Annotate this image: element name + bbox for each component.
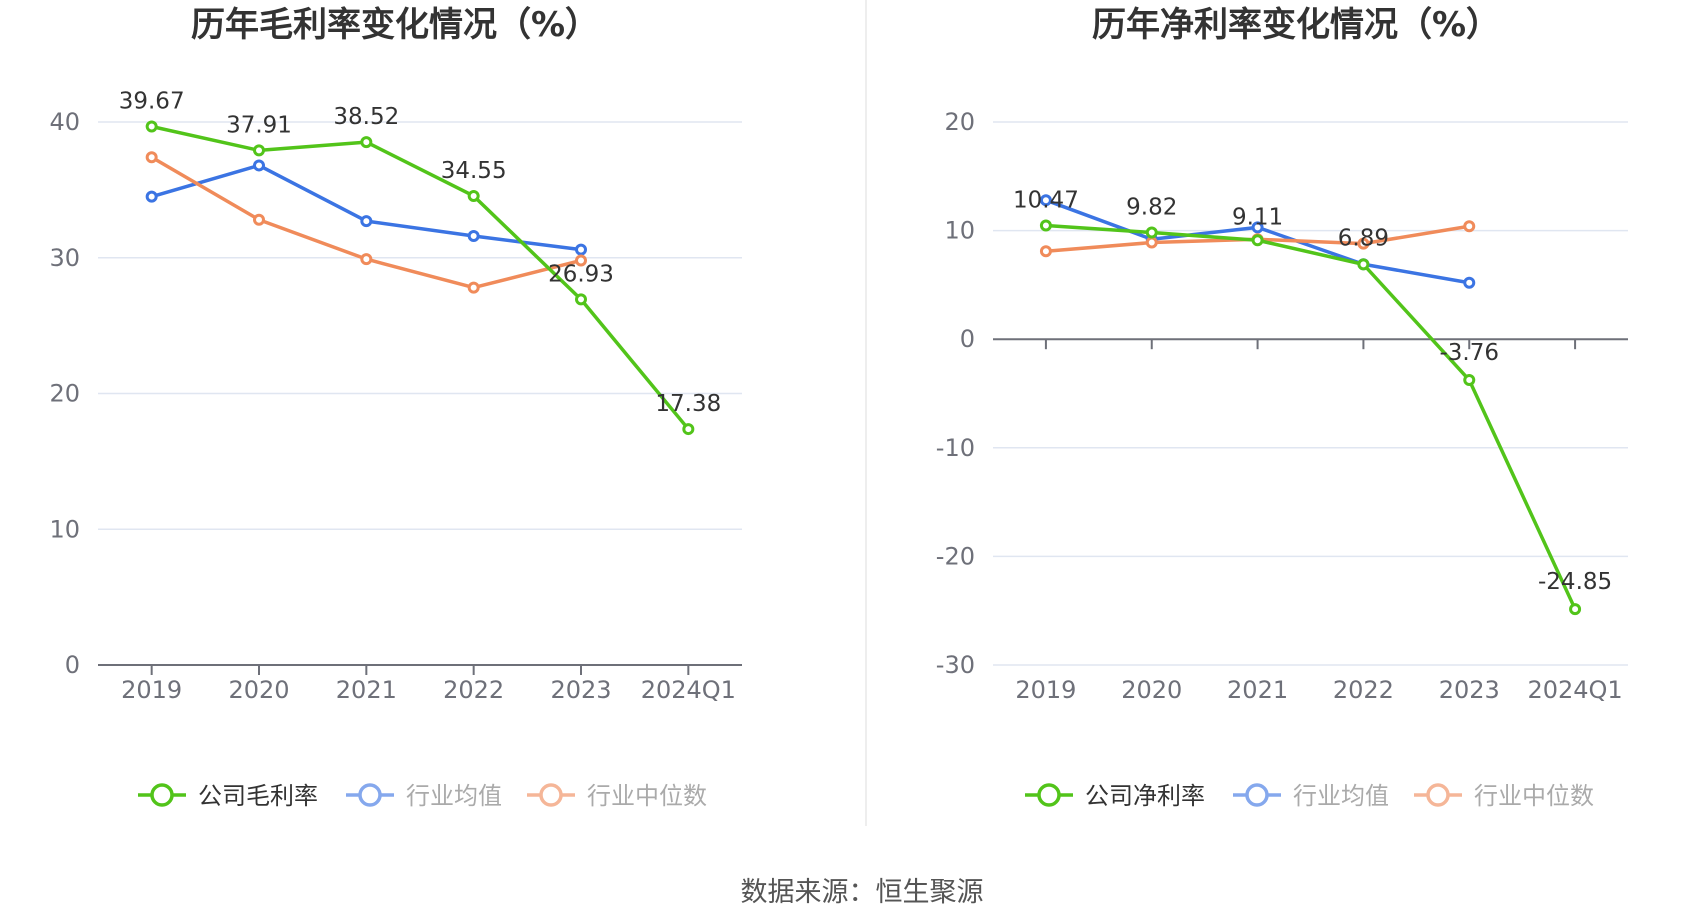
gross-margin-point-company[interactable]: [467, 189, 480, 202]
gross-margin-x-tick-label: 2023: [550, 676, 611, 704]
data-source-note: 数据来源：恒生聚源: [741, 877, 984, 908]
gross-margin-legend-label: 行业中位数: [587, 782, 707, 810]
gross-margin-legend-label: 行业均值: [406, 782, 502, 810]
net-margin-legend-item-industry_median[interactable]: 行业中位数: [1414, 782, 1594, 810]
net-margin-point-industry_median[interactable]: [1039, 245, 1052, 258]
gross-margin-point-industry_avg[interactable]: [467, 230, 480, 243]
net-margin-point-industry_avg[interactable]: [1039, 194, 1052, 207]
gross-margin-legend-item-industry_median[interactable]: 行业中位数: [527, 782, 707, 810]
net-margin-y-tick-label: 20: [944, 108, 975, 136]
gross-margin-x-tick-label: 2022: [443, 676, 504, 704]
gross-margin-y-tick-label: 30: [49, 244, 80, 272]
gross-margin-point-industry_avg[interactable]: [145, 190, 158, 203]
net-margin-legend-label: 行业均值: [1293, 782, 1389, 810]
gross-margin-point-company[interactable]: [253, 144, 265, 157]
gross-margin-point-industry_median[interactable]: [467, 281, 480, 294]
gross-margin-point-company[interactable]: [145, 120, 158, 133]
net-margin-panel: 历年净利率变化情况（%） -30 -20 -10 0 10 20 2019 2020 2021 2…: [936, 5, 1628, 810]
gross-margin-x-tick-label: 2019: [121, 676, 182, 704]
legend-circle-icon: [1037, 783, 1061, 807]
gross-margin-y-tick-label: 0: [65, 651, 80, 679]
gross-margin-x-tick-label: 2020: [228, 676, 289, 704]
gross-margin-data-label: 37.91: [226, 112, 292, 138]
gross-margin-x-tick-label: 2021: [336, 676, 397, 704]
net-margin-chart-title: 历年净利率变化情况（%）: [1092, 5, 1500, 45]
legend-circle-icon: [150, 783, 174, 807]
net-margin-x-tick-label: 2020: [1121, 676, 1182, 704]
gross-margin-legend-item-company[interactable]: 公司毛利率: [138, 782, 318, 810]
gross-margin-point-industry_median[interactable]: [360, 253, 373, 266]
gross-margin-point-company[interactable]: [360, 136, 373, 149]
net-margin-series-line-company: [1045, 223, 1577, 610]
gross-margin-panel: 历年毛利率变化情况（%） 0 10 20 30 40 2019 2020 2021 2022 20…: [49, 5, 742, 810]
gross-margin-data-label: 34.55: [441, 158, 507, 184]
gross-margin-x-tick-label: 2024Q1: [641, 676, 736, 704]
net-margin-point-company[interactable]: [1463, 374, 1476, 387]
gross-margin-legend-item-industry_avg[interactable]: 行业均值: [346, 782, 502, 810]
gross-margin-data-label: 26.93: [548, 261, 614, 287]
net-margin-data-label: -3.76: [1439, 340, 1499, 366]
net-margin-point-industry_avg[interactable]: [1463, 276, 1476, 289]
gross-margin-chart-title: 历年毛利率变化情况（%）: [191, 5, 599, 45]
net-margin-point-industry_median[interactable]: [1357, 237, 1370, 250]
net-margin-y-tick-label: -30: [936, 651, 975, 679]
net-margin-data-label: 10.47: [1013, 187, 1079, 213]
gross-margin-y-tick-label: 40: [49, 108, 80, 136]
net-margin-point-company[interactable]: [1039, 219, 1052, 232]
net-margin-x-tick-label: 2021: [1227, 676, 1288, 704]
net-margin-legend-item-industry_avg[interactable]: 行业均值: [1233, 782, 1389, 810]
net-margin-x-tick-label: 2022: [1333, 676, 1394, 704]
legend-circle-icon: [1426, 783, 1450, 807]
net-margin-legend-label: 公司净利率: [1085, 782, 1205, 810]
net-margin-point-company[interactable]: [1251, 234, 1264, 247]
gross-margin-point-industry_avg[interactable]: [575, 243, 587, 256]
gross-margin-point-company[interactable]: [682, 423, 695, 436]
net-margin-x-tick-label: 2023: [1439, 676, 1500, 704]
net-margin-point-company[interactable]: [1145, 226, 1158, 239]
net-margin-point-company[interactable]: [1569, 603, 1582, 616]
gross-margin-point-industry_median[interactable]: [575, 254, 587, 267]
net-margin-legend-item-company[interactable]: 公司净利率: [1025, 782, 1205, 810]
gross-margin-point-industry_median[interactable]: [253, 213, 265, 226]
net-margin-data-label: -24.85: [1538, 569, 1612, 595]
net-margin-legend-label: 行业中位数: [1474, 782, 1594, 810]
gross-margin-point-company[interactable]: [575, 293, 587, 306]
legend-circle-icon: [1245, 783, 1269, 807]
net-margin-data-label: 6.89: [1338, 225, 1389, 251]
gross-margin-legend-label: 公司毛利率: [198, 782, 318, 810]
gross-margin-series-line-company: [151, 124, 690, 431]
gross-margin-point-industry_median[interactable]: [145, 151, 158, 164]
net-margin-y-tick-label: 0: [960, 325, 975, 353]
gross-margin-data-label: 38.52: [333, 104, 399, 130]
net-margin-y-tick-label: -10: [936, 434, 975, 462]
net-margin-x-tick-label: 2024Q1: [1527, 676, 1622, 704]
gross-margin-data-label: 39.67: [119, 88, 185, 114]
net-margin-data-label: 9.11: [1232, 204, 1283, 230]
net-margin-point-company[interactable]: [1357, 258, 1370, 271]
gross-margin-point-industry_avg[interactable]: [360, 215, 373, 228]
net-margin-y-tick-label: -20: [936, 542, 975, 570]
net-margin-point-industry_avg[interactable]: [1251, 221, 1264, 234]
net-margin-x-tick-label: 2019: [1015, 676, 1076, 704]
legend-circle-icon: [539, 783, 563, 807]
gross-margin-data-label: 17.38: [655, 391, 721, 417]
net-margin-point-industry_median[interactable]: [1463, 220, 1476, 233]
net-margin-y-tick-label: 10: [944, 217, 975, 245]
net-margin-data-label: 9.82: [1126, 195, 1177, 221]
legend-circle-icon: [358, 783, 382, 807]
gross-margin-y-tick-label: 10: [49, 515, 80, 543]
net-margin-point-industry_median[interactable]: [1145, 236, 1158, 249]
gross-margin-y-tick-label: 20: [49, 380, 80, 408]
gross-margin-point-industry_avg[interactable]: [253, 159, 265, 172]
